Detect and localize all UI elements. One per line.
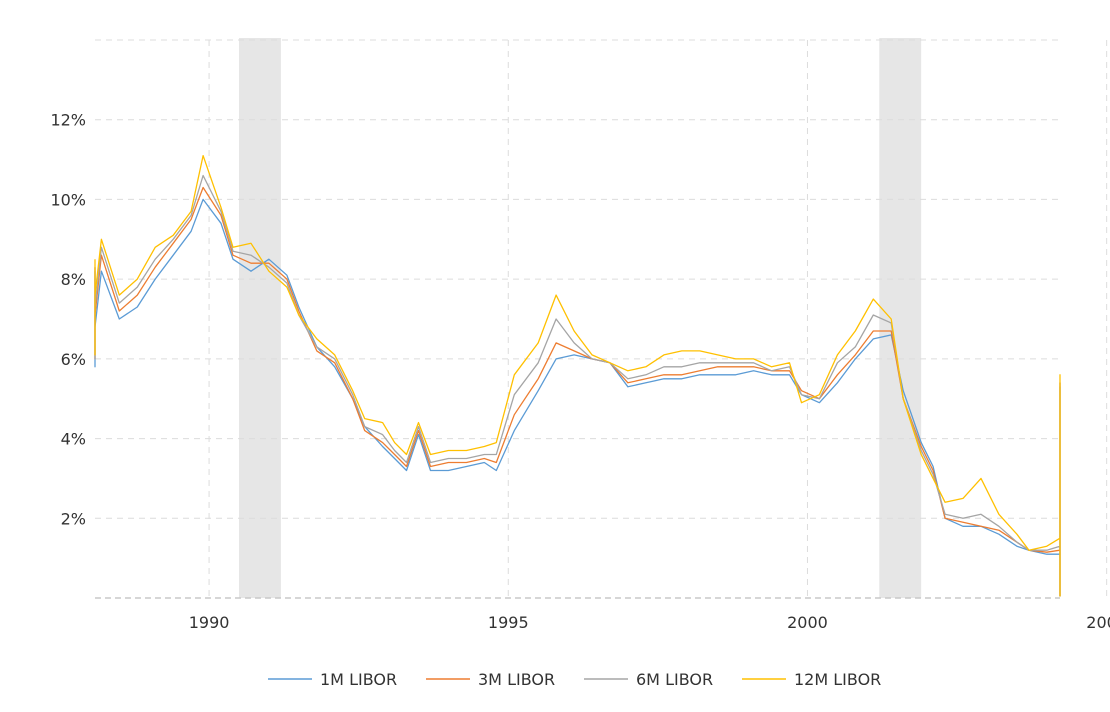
grid-lines xyxy=(95,39,1108,598)
legend: 1M LIBOR 3M LIBOR 6M LIBOR 12M LIBOR xyxy=(268,670,881,689)
recession-band-2 xyxy=(879,38,922,598)
legend-item-1m-libor[interactable]: 1M LIBOR xyxy=(268,670,397,689)
y-tick-label-2: 2% xyxy=(61,509,86,528)
legend-item-12m-libor[interactable]: 12M LIBOR xyxy=(742,670,881,689)
x-tick-label-2000: 2000 xyxy=(787,613,828,632)
y-tick-labels: 2% 4% 6% 8% 10% 12% xyxy=(50,111,86,529)
x-tick-label-1995: 1995 xyxy=(488,613,529,632)
x-tick-label-2005: 2005 xyxy=(1086,613,1110,632)
y-tick-label-6: 6% xyxy=(61,350,86,369)
y-tick-label-10: 10% xyxy=(50,190,86,209)
legend-label-12m-libor: 12M LIBOR xyxy=(794,670,881,689)
x-tick-labels: 199019952000200520102015 xyxy=(189,613,1110,632)
legend-label-3m-libor: 3M LIBOR xyxy=(478,670,555,689)
series-lines xyxy=(94,154,1061,597)
x-tick-label-1990: 1990 xyxy=(189,613,230,632)
y-tick-label-4: 4% xyxy=(61,430,86,449)
recession-bands xyxy=(239,38,922,598)
series-line-12m-libor xyxy=(94,154,1061,597)
y-tick-label-8: 8% xyxy=(61,270,86,289)
legend-label-1m-libor: 1M LIBOR xyxy=(320,670,397,689)
legend-item-3m-libor[interactable]: 3M LIBOR xyxy=(426,670,555,689)
legend-label-6m-libor: 6M LIBOR xyxy=(636,670,713,689)
legend-item-6m-libor[interactable]: 6M LIBOR xyxy=(584,670,713,689)
y-tick-label-12: 12% xyxy=(50,111,86,130)
recession-band-1 xyxy=(239,38,281,598)
